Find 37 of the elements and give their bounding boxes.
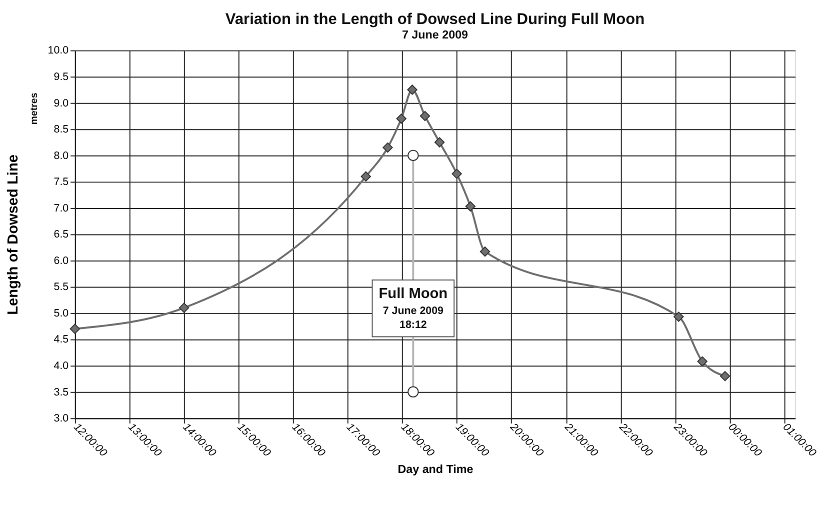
chart-title: Variation in the Length of Dowsed Line During Full Moon [225, 11, 645, 28]
y-tick-label: 6.5 [54, 228, 69, 241]
annotation: 7 June 2009 [382, 304, 444, 317]
text: metres [28, 92, 40, 125]
point [178, 302, 190, 313]
point [452, 168, 462, 179]
point [465, 201, 476, 212]
y-tick-label: 4.5 [54, 334, 69, 346]
y-tick-label: 8.0 [54, 150, 69, 162]
y-tick-label: 5.0 [54, 307, 69, 320]
y-axis-title: Length of Dowsed Line [6, 154, 22, 315]
y-tick-label: 8.5 [54, 124, 69, 136]
y-tick-label: 4.0 [54, 360, 69, 372]
y-tick-label: 7.5 [54, 176, 69, 188]
point [674, 312, 684, 322]
point [360, 171, 371, 182]
y-tick-label: 7.0 [54, 202, 69, 214]
y-tick-label: 6.0 [54, 254, 69, 267]
point [720, 371, 730, 382]
chart-subtitle: 7 June 2009 [402, 28, 469, 42]
point [382, 142, 393, 153]
y-tick-label: 10.0 [48, 44, 69, 57]
point [420, 110, 430, 122]
point [70, 324, 80, 334]
y-tick-label: 5.5 [54, 281, 69, 294]
y-tick-label: 3.5 [54, 386, 69, 398]
y-tick-label: 9.5 [54, 71, 69, 83]
point [480, 246, 490, 257]
y-tick-label: 9.0 [54, 97, 69, 110]
annotation: Full Moon [378, 286, 448, 302]
point [396, 114, 406, 124]
annotation: 18:12 [399, 319, 427, 332]
x-axis-title: Day and Time [398, 462, 474, 476]
point [407, 84, 418, 95]
point [697, 356, 708, 367]
point [434, 137, 445, 148]
y-tick-label: 3.0 [54, 412, 69, 425]
